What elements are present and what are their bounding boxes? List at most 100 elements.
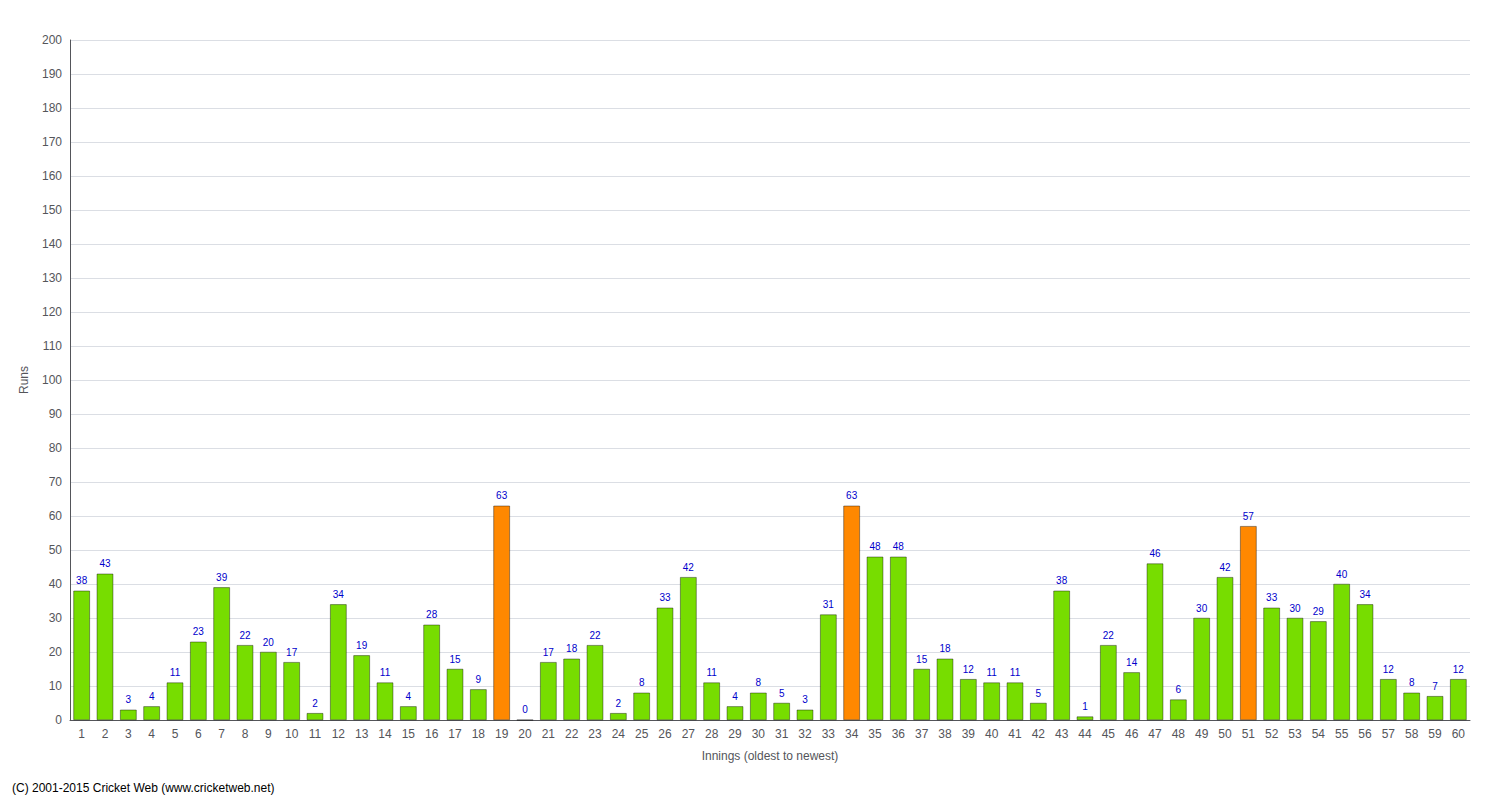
- svg-text:53: 53: [1288, 727, 1302, 741]
- svg-text:11: 11: [706, 667, 717, 678]
- svg-text:13: 13: [355, 727, 369, 741]
- svg-text:7: 7: [1432, 681, 1438, 692]
- svg-text:9: 9: [265, 727, 272, 741]
- svg-text:5: 5: [172, 727, 179, 741]
- svg-text:160: 160: [42, 169, 62, 183]
- svg-text:36: 36: [892, 727, 906, 741]
- svg-text:38: 38: [938, 727, 952, 741]
- svg-text:170: 170: [42, 135, 62, 149]
- svg-text:48: 48: [893, 541, 905, 552]
- svg-text:8: 8: [639, 677, 645, 688]
- svg-text:29: 29: [1313, 606, 1325, 617]
- svg-text:200: 200: [42, 33, 62, 47]
- svg-text:38: 38: [1056, 575, 1068, 586]
- svg-text:39: 39: [962, 727, 976, 741]
- svg-text:110: 110: [43, 339, 62, 353]
- svg-text:50: 50: [1218, 727, 1232, 741]
- svg-text:(C) 2001-2015 Cricket Web (www: (C) 2001-2015 Cricket Web (www.cricketwe…: [12, 781, 275, 795]
- svg-text:37: 37: [915, 727, 929, 741]
- svg-text:4: 4: [149, 691, 155, 702]
- svg-text:35: 35: [868, 727, 882, 741]
- svg-text:32: 32: [798, 727, 812, 741]
- svg-text:22: 22: [1103, 630, 1115, 641]
- svg-text:15: 15: [402, 727, 416, 741]
- svg-text:8: 8: [242, 727, 249, 741]
- svg-text:1: 1: [1082, 701, 1088, 712]
- svg-text:8: 8: [1409, 677, 1415, 688]
- svg-text:42: 42: [1219, 562, 1231, 573]
- svg-text:17: 17: [543, 647, 555, 658]
- svg-text:19: 19: [356, 640, 368, 651]
- svg-text:27: 27: [682, 727, 696, 741]
- svg-text:50: 50: [49, 543, 63, 557]
- svg-text:23: 23: [193, 626, 205, 637]
- svg-text:51: 51: [1242, 727, 1256, 741]
- svg-text:15: 15: [916, 654, 928, 665]
- svg-text:39: 39: [216, 572, 228, 583]
- svg-text:18: 18: [566, 643, 578, 654]
- svg-text:31: 31: [775, 727, 789, 741]
- svg-text:180: 180: [42, 101, 62, 115]
- svg-text:57: 57: [1382, 727, 1396, 741]
- svg-text:54: 54: [1312, 727, 1326, 741]
- svg-text:5: 5: [1036, 688, 1042, 699]
- svg-text:100: 100: [42, 373, 62, 387]
- svg-text:3: 3: [126, 694, 132, 705]
- svg-text:45: 45: [1102, 727, 1116, 741]
- svg-text:17: 17: [286, 647, 298, 658]
- svg-text:23: 23: [588, 727, 602, 741]
- svg-text:19: 19: [495, 727, 509, 741]
- svg-text:8: 8: [756, 677, 762, 688]
- svg-text:41: 41: [1008, 727, 1022, 741]
- svg-text:2: 2: [312, 698, 318, 709]
- svg-text:18: 18: [472, 727, 486, 741]
- svg-text:55: 55: [1335, 727, 1349, 741]
- svg-text:46: 46: [1125, 727, 1139, 741]
- svg-text:5: 5: [779, 688, 785, 699]
- svg-text:Innings (oldest to newest): Innings (oldest to newest): [702, 749, 839, 763]
- svg-text:52: 52: [1265, 727, 1279, 741]
- svg-text:150: 150: [42, 203, 62, 217]
- svg-text:10: 10: [285, 727, 299, 741]
- svg-text:42: 42: [1032, 727, 1046, 741]
- svg-text:60: 60: [49, 509, 63, 523]
- svg-text:38: 38: [76, 575, 88, 586]
- svg-text:11: 11: [1010, 667, 1021, 678]
- svg-text:56: 56: [1358, 727, 1372, 741]
- svg-text:24: 24: [612, 727, 626, 741]
- svg-text:18: 18: [939, 643, 951, 654]
- svg-text:14: 14: [1126, 657, 1138, 668]
- svg-text:28: 28: [705, 727, 719, 741]
- svg-text:59: 59: [1428, 727, 1442, 741]
- svg-text:63: 63: [496, 490, 508, 501]
- svg-text:30: 30: [1196, 603, 1208, 614]
- svg-text:30: 30: [752, 727, 766, 741]
- svg-text:6: 6: [195, 727, 202, 741]
- svg-text:30: 30: [1289, 603, 1301, 614]
- svg-text:25: 25: [635, 727, 649, 741]
- svg-text:33: 33: [1266, 592, 1278, 603]
- svg-text:58: 58: [1405, 727, 1419, 741]
- svg-text:40: 40: [985, 727, 999, 741]
- svg-text:11: 11: [309, 727, 322, 741]
- svg-text:11: 11: [986, 667, 997, 678]
- svg-text:12: 12: [332, 727, 346, 741]
- svg-text:48: 48: [869, 541, 881, 552]
- svg-text:90: 90: [49, 407, 63, 421]
- svg-text:1: 1: [78, 727, 85, 741]
- svg-text:130: 130: [42, 271, 62, 285]
- svg-text:Runs: Runs: [17, 366, 31, 394]
- svg-text:57: 57: [1243, 511, 1255, 522]
- svg-text:34: 34: [333, 589, 345, 600]
- svg-text:26: 26: [658, 727, 672, 741]
- svg-text:21: 21: [542, 727, 556, 741]
- svg-text:33: 33: [822, 727, 836, 741]
- svg-text:15: 15: [449, 654, 461, 665]
- svg-text:2: 2: [616, 698, 622, 709]
- svg-text:12: 12: [1383, 664, 1395, 675]
- svg-text:40: 40: [49, 577, 63, 591]
- svg-text:6: 6: [1176, 684, 1182, 695]
- svg-text:70: 70: [49, 475, 63, 489]
- svg-text:42: 42: [683, 562, 695, 573]
- svg-text:4: 4: [732, 691, 738, 702]
